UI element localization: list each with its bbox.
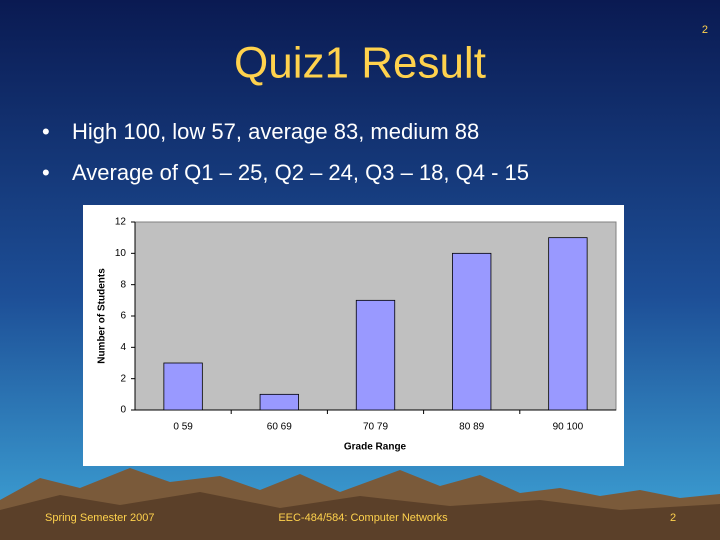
- title: Quiz1 Result: [234, 39, 486, 88]
- bar: [355, 299, 396, 411]
- x-tick-label: 70 79: [363, 422, 388, 433]
- bar: [163, 362, 203, 411]
- y-tick-label: 10: [115, 248, 127, 259]
- bullet-dot: •: [42, 119, 50, 144]
- y-tick-label: 2: [120, 373, 126, 384]
- bar: [548, 237, 588, 411]
- y-tick-label: 6: [120, 311, 126, 322]
- slide-number: 2: [702, 24, 708, 36]
- bullet: Average of Q1 – 25, Q2 – 24, Q3 – 18, Q4…: [72, 160, 529, 185]
- footer-left: Spring Semester 2007: [45, 512, 154, 524]
- bar: [452, 252, 492, 411]
- y-tick-label: 8: [120, 279, 126, 290]
- x-tick-label: 60 69: [267, 422, 292, 433]
- y-tick-label: 4: [120, 342, 126, 353]
- footer-right: 2: [670, 512, 676, 524]
- bullet: High 100, low 57, average 83, medium 88: [72, 119, 479, 144]
- x-axis-label: Grade Range: [344, 442, 407, 453]
- x-tick-label: 90 100: [553, 422, 584, 433]
- x-tick-label: 80 89: [459, 422, 484, 433]
- y-tick-label: 12: [115, 217, 127, 228]
- bar: [259, 393, 299, 411]
- mountains-front: [0, 492, 720, 540]
- y-axis-label: Number of Students: [97, 268, 108, 364]
- footer-center: EEC-484/584: Computer Networks: [278, 512, 448, 524]
- bullet-dot: •: [42, 160, 50, 185]
- y-tick-label: 0: [120, 405, 126, 416]
- x-tick-label: 0 59: [173, 422, 193, 433]
